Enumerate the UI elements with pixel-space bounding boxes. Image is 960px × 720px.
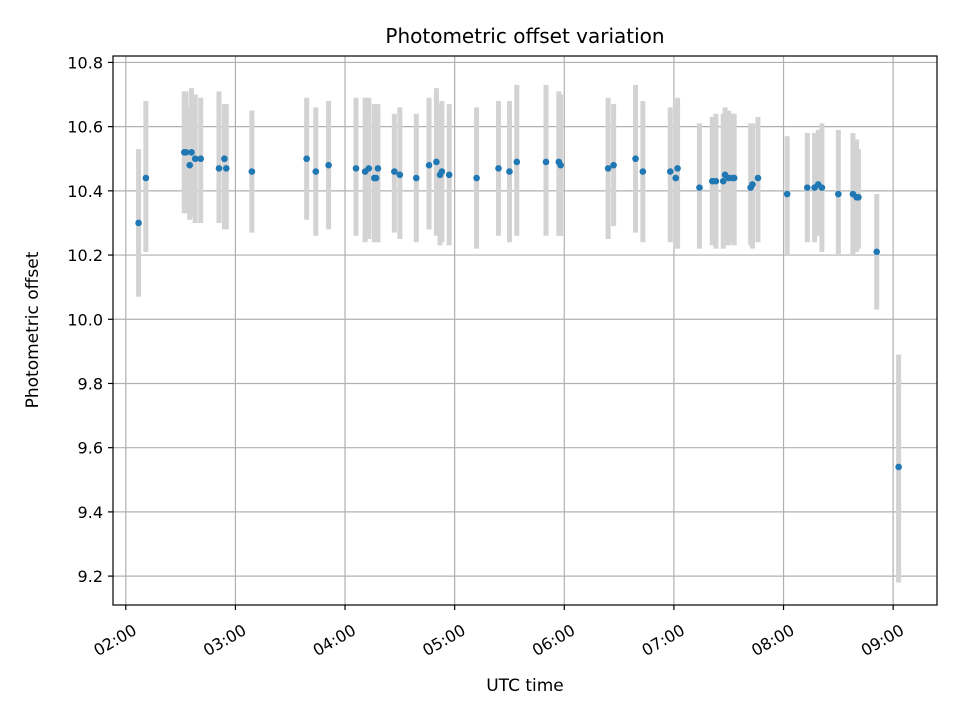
data-point: [352, 165, 360, 172]
data-point: [215, 165, 223, 172]
x-tick-label: 04:00: [310, 620, 359, 660]
data-point: [191, 155, 199, 163]
data-point: [433, 158, 440, 166]
data-point: [391, 168, 398, 175]
x-tick-label: 06:00: [529, 620, 578, 660]
data-point: [506, 168, 513, 175]
x-axis: 02:00 03:00 04:00 05:00 06:00 07:00 08:00 09:00: [90, 605, 907, 660]
y-tick-label: 9.6: [78, 439, 103, 458]
data-point: [674, 165, 681, 172]
y-tick-label: 10.6: [67, 118, 103, 137]
data-point: [303, 155, 310, 163]
data-point: [182, 149, 190, 156]
data-point: [542, 158, 550, 166]
data-point: [135, 219, 142, 227]
data-point: [142, 174, 150, 182]
chart-title: Photometric offset variation: [385, 24, 664, 48]
data-point: [412, 174, 420, 182]
data-point: [372, 174, 380, 182]
data-point: [754, 174, 762, 182]
data-point: [639, 168, 647, 175]
data-point: [312, 168, 320, 175]
x-tick-label: 05:00: [419, 620, 468, 660]
data-point: [473, 174, 480, 182]
data-point: [610, 161, 617, 169]
data-point: [438, 168, 446, 175]
data-point: [783, 190, 791, 198]
data-point: [835, 190, 842, 198]
data-point: [730, 174, 738, 182]
data-point: [855, 193, 862, 201]
data-points: [135, 149, 902, 471]
data-point: [197, 155, 204, 163]
data-point: [672, 174, 680, 182]
data-point: [221, 155, 228, 163]
data-point: [495, 165, 502, 172]
data-point: [557, 161, 564, 169]
data-point: [425, 161, 433, 169]
x-tick-label: 08:00: [748, 620, 797, 660]
data-point: [696, 184, 703, 191]
data-point: [712, 177, 720, 185]
y-axis-label: Photometric offset: [23, 251, 43, 408]
data-point: [325, 161, 332, 169]
y-tick-label: 9.2: [78, 567, 103, 586]
data-point: [248, 168, 256, 175]
x-tick-label: 03:00: [200, 620, 249, 660]
y-tick-label: 9.8: [78, 374, 103, 393]
data-point: [632, 155, 639, 163]
y-tick-label: 10.0: [67, 310, 103, 329]
data-point: [445, 171, 453, 179]
plot-area: [112, 55, 938, 606]
x-axis-label: UTC time: [486, 676, 564, 696]
data-point: [803, 184, 811, 191]
data-point: [365, 165, 373, 172]
data-point: [604, 165, 612, 172]
y-tick-label: 10.8: [67, 53, 103, 72]
data-point: [749, 181, 756, 188]
x-tick-label: 09:00: [858, 620, 907, 660]
data-point: [818, 184, 826, 191]
y-tick-label: 10.4: [67, 182, 103, 201]
x-tick-label: 07:00: [638, 620, 687, 660]
data-point: [666, 168, 674, 175]
data-point: [374, 165, 382, 172]
x-tick-label: 02:00: [90, 620, 139, 660]
y-tick-label: 9.4: [78, 503, 103, 522]
data-point: [719, 177, 727, 185]
y-tick-label: 10.2: [67, 246, 103, 265]
data-point: [513, 158, 521, 166]
y-axis: 9.2 9.4 9.6 9.8 10.0 10.2 10.4 10.6 10.8: [67, 53, 113, 586]
data-point: [188, 149, 195, 156]
data-point: [873, 248, 881, 256]
data-point: [895, 463, 902, 471]
data-point: [222, 165, 230, 172]
data-point: [186, 161, 194, 169]
data-point: [396, 171, 404, 179]
